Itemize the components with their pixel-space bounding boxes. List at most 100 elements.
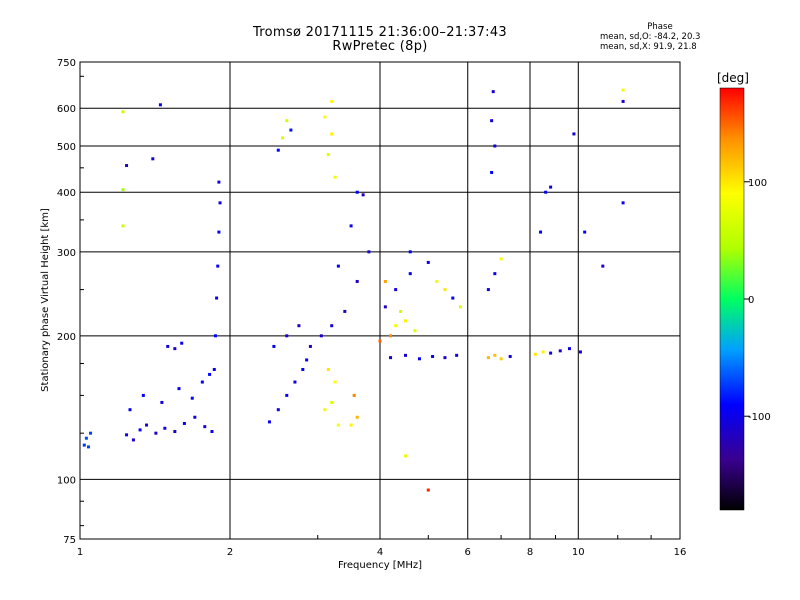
y-tick-label: 75 [63,535,76,546]
colorbar-tick-label: -100 [748,412,771,423]
data-point [128,408,132,412]
data-point [426,260,430,264]
x-axis-label: Frequency [MHz] [338,560,422,571]
data-point [193,415,197,419]
phase-stat-o: mean, sd,O: -84.2, 20.3 [600,32,701,42]
data-point [408,250,412,254]
y-tick-label: 100 [57,475,76,486]
data-point [533,352,537,356]
data-point [305,358,309,362]
data-point [583,230,587,234]
data-point [417,357,421,361]
data-point [173,347,177,351]
colorbar-tick-label: 100 [748,178,767,189]
data-point [82,443,86,447]
data-point [145,423,149,427]
data-point [493,353,497,357]
data-point [443,356,447,360]
data-point [173,430,177,434]
data-point [455,353,459,357]
x-tick-label: 4 [377,547,383,558]
data-point [435,279,439,283]
colorbar [719,87,745,511]
y-axis-label: Stationary phase Virtual Height [km] [40,208,51,392]
data-point [215,296,219,300]
data-point [333,380,337,384]
data-point [166,344,170,348]
data-point [493,144,497,148]
data-point [208,372,212,376]
data-point [308,344,312,348]
y-tick-label: 300 [57,248,76,259]
data-point [89,431,93,435]
data-point [326,152,330,156]
chart-title-line2: RwPretec (8p) [332,39,428,54]
data-point [383,279,387,283]
plot-frame [79,61,681,540]
data-point [200,380,204,384]
data-point [343,309,347,313]
data-point [451,296,455,300]
data-point [125,164,129,168]
y-tick-label: 500 [57,142,76,153]
data-point [121,224,125,228]
data-point [330,99,334,103]
data-point [213,334,217,338]
y-tick-label: 600 [57,104,76,115]
data-point [493,272,497,276]
colorbar-ticks: 100 0 -100 [744,178,771,423]
data-point [163,426,167,430]
data-point [355,279,359,283]
y-tick-label: 750 [57,58,76,69]
data-point [544,190,548,194]
data-point [508,354,512,358]
data-point [151,157,155,161]
data-point [276,148,280,152]
data-point [154,431,158,435]
x-tick-label: 1 [77,547,83,558]
data-point [177,387,181,391]
data-point [131,438,135,442]
data-point [182,421,186,425]
data-point [349,224,353,228]
data-point [212,367,216,371]
x-tick-label: 16 [674,547,687,558]
data-point [491,90,495,94]
y-tick-label: 400 [57,188,76,199]
data-point [276,408,280,412]
data-point [567,347,571,351]
data-point [394,288,398,292]
data-point [403,353,407,357]
data-point [399,309,403,313]
data-point [621,88,625,92]
data-point [190,396,194,400]
data-point [203,425,207,429]
data-point [217,230,221,234]
data-point [486,288,490,292]
data-point [289,128,293,132]
data-point [138,428,142,432]
data-point [539,230,543,234]
data-point [125,433,129,437]
phase-stats: Phase mean, sd,O: -84.2, 20.3 mean, sd,X… [600,22,710,52]
data-point [499,357,503,361]
data-point [361,193,365,197]
data-point [180,341,184,345]
data-point [490,170,494,174]
data-point [490,119,494,123]
data-point [403,319,407,323]
y-axis-ticks: 75 100 200 300 400 500 600 750 [57,58,84,546]
data-point [383,305,387,309]
data-point [458,305,462,309]
data-point [541,350,545,354]
data-point [285,334,289,338]
data-point [293,380,297,384]
data-point [160,400,164,404]
data-point [121,188,125,192]
colorbar-unit-label: [deg] [717,71,749,85]
data-point [355,190,359,194]
data-point [352,393,356,397]
data-point [267,420,271,424]
data-point [297,324,301,328]
data-point [330,324,334,328]
